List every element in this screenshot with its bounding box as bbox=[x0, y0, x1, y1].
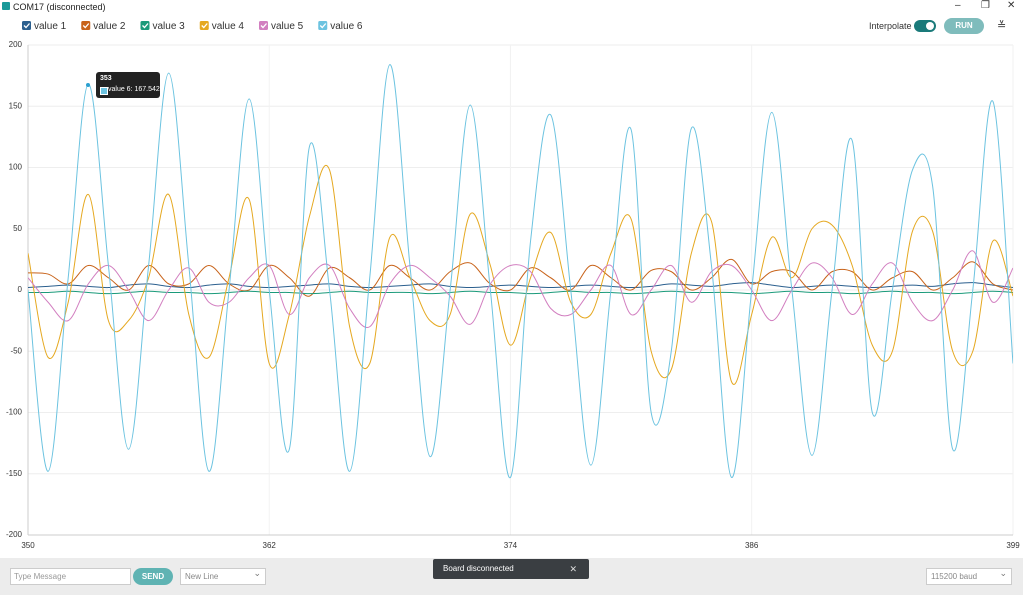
legend-checkbox[interactable] bbox=[318, 21, 328, 30]
y-tick-label: 100 bbox=[9, 163, 23, 172]
legend-check bbox=[260, 23, 267, 29]
send-button[interactable]: SEND bbox=[133, 568, 173, 585]
series-line bbox=[28, 290, 1013, 295]
chart: value 1 value 2 value 3 value 4 value 5 value… bbox=[6, 21, 1020, 550]
x-tick-label: 399 bbox=[1006, 541, 1020, 550]
y-tick-label: -50 bbox=[10, 346, 22, 355]
legend-label: value 2 bbox=[93, 21, 126, 32]
y-tick-label: 200 bbox=[9, 40, 23, 49]
y-tick-label: 0 bbox=[18, 285, 23, 294]
title-bar: COM17 (disconnected) – ❐ ✕ bbox=[0, 0, 1023, 14]
x-tick-label: 362 bbox=[263, 541, 277, 550]
tooltip-point bbox=[86, 83, 90, 87]
notification-text: Board disconnected bbox=[443, 564, 514, 573]
interpolate-label: Interpolate bbox=[869, 21, 912, 31]
legend-label: value 6 bbox=[330, 21, 363, 32]
message-input[interactable]: Type Message bbox=[10, 568, 131, 585]
legend-checkbox[interactable] bbox=[81, 21, 91, 30]
tooltip-swatch bbox=[100, 87, 108, 95]
legend-label: value 1 bbox=[34, 21, 67, 32]
series-line bbox=[28, 250, 1013, 329]
x-tick-label: 374 bbox=[504, 541, 518, 550]
tooltip-text: value 6: 167.542 bbox=[108, 86, 160, 93]
legend-check bbox=[82, 23, 90, 29]
legend-checkbox[interactable] bbox=[22, 21, 31, 30]
x-tick-label: 386 bbox=[745, 541, 759, 550]
tooltip: 353 value 6: 167.542 bbox=[96, 72, 160, 98]
menu-icon[interactable]: ≚ bbox=[997, 20, 1007, 32]
y-tick-label: 50 bbox=[13, 224, 22, 233]
app-icon bbox=[2, 2, 10, 10]
y-tick-label: -150 bbox=[6, 469, 23, 478]
legend-check bbox=[142, 23, 149, 29]
legend-check bbox=[201, 23, 208, 29]
notification-close[interactable]: ✕ bbox=[569, 564, 577, 574]
legend-label: value 3 bbox=[153, 21, 186, 32]
x-tick-label: 350 bbox=[21, 541, 35, 550]
legend-label: value 5 bbox=[271, 21, 304, 32]
minimize[interactable]: – bbox=[955, 0, 961, 11]
legend-checkbox[interactable] bbox=[259, 21, 268, 30]
tooltip-title: 353 bbox=[100, 75, 112, 82]
legend-checkbox[interactable] bbox=[140, 21, 150, 30]
legend-label: value 4 bbox=[212, 21, 245, 32]
y-tick-label: -200 bbox=[6, 530, 23, 539]
interpolate-toggle[interactable] bbox=[914, 20, 936, 32]
line-ending-select[interactable]: New Line bbox=[180, 566, 266, 585]
restore[interactable]: ❐ bbox=[981, 0, 990, 11]
window-title: COM17 (disconnected) bbox=[13, 2, 106, 12]
series-line bbox=[28, 164, 1013, 385]
y-tick-label: 150 bbox=[9, 101, 23, 110]
series-line bbox=[28, 64, 1013, 478]
baud-select[interactable]: 115200 baud bbox=[926, 566, 1012, 585]
legend-check bbox=[23, 23, 30, 29]
run-button[interactable]: RUN bbox=[944, 18, 984, 34]
notification: Board disconnected ✕ bbox=[433, 559, 589, 579]
legend-check bbox=[319, 23, 327, 29]
close[interactable]: ✕ bbox=[1007, 0, 1016, 11]
y-tick-label: -100 bbox=[6, 408, 23, 417]
legend-checkbox[interactable] bbox=[199, 21, 209, 30]
